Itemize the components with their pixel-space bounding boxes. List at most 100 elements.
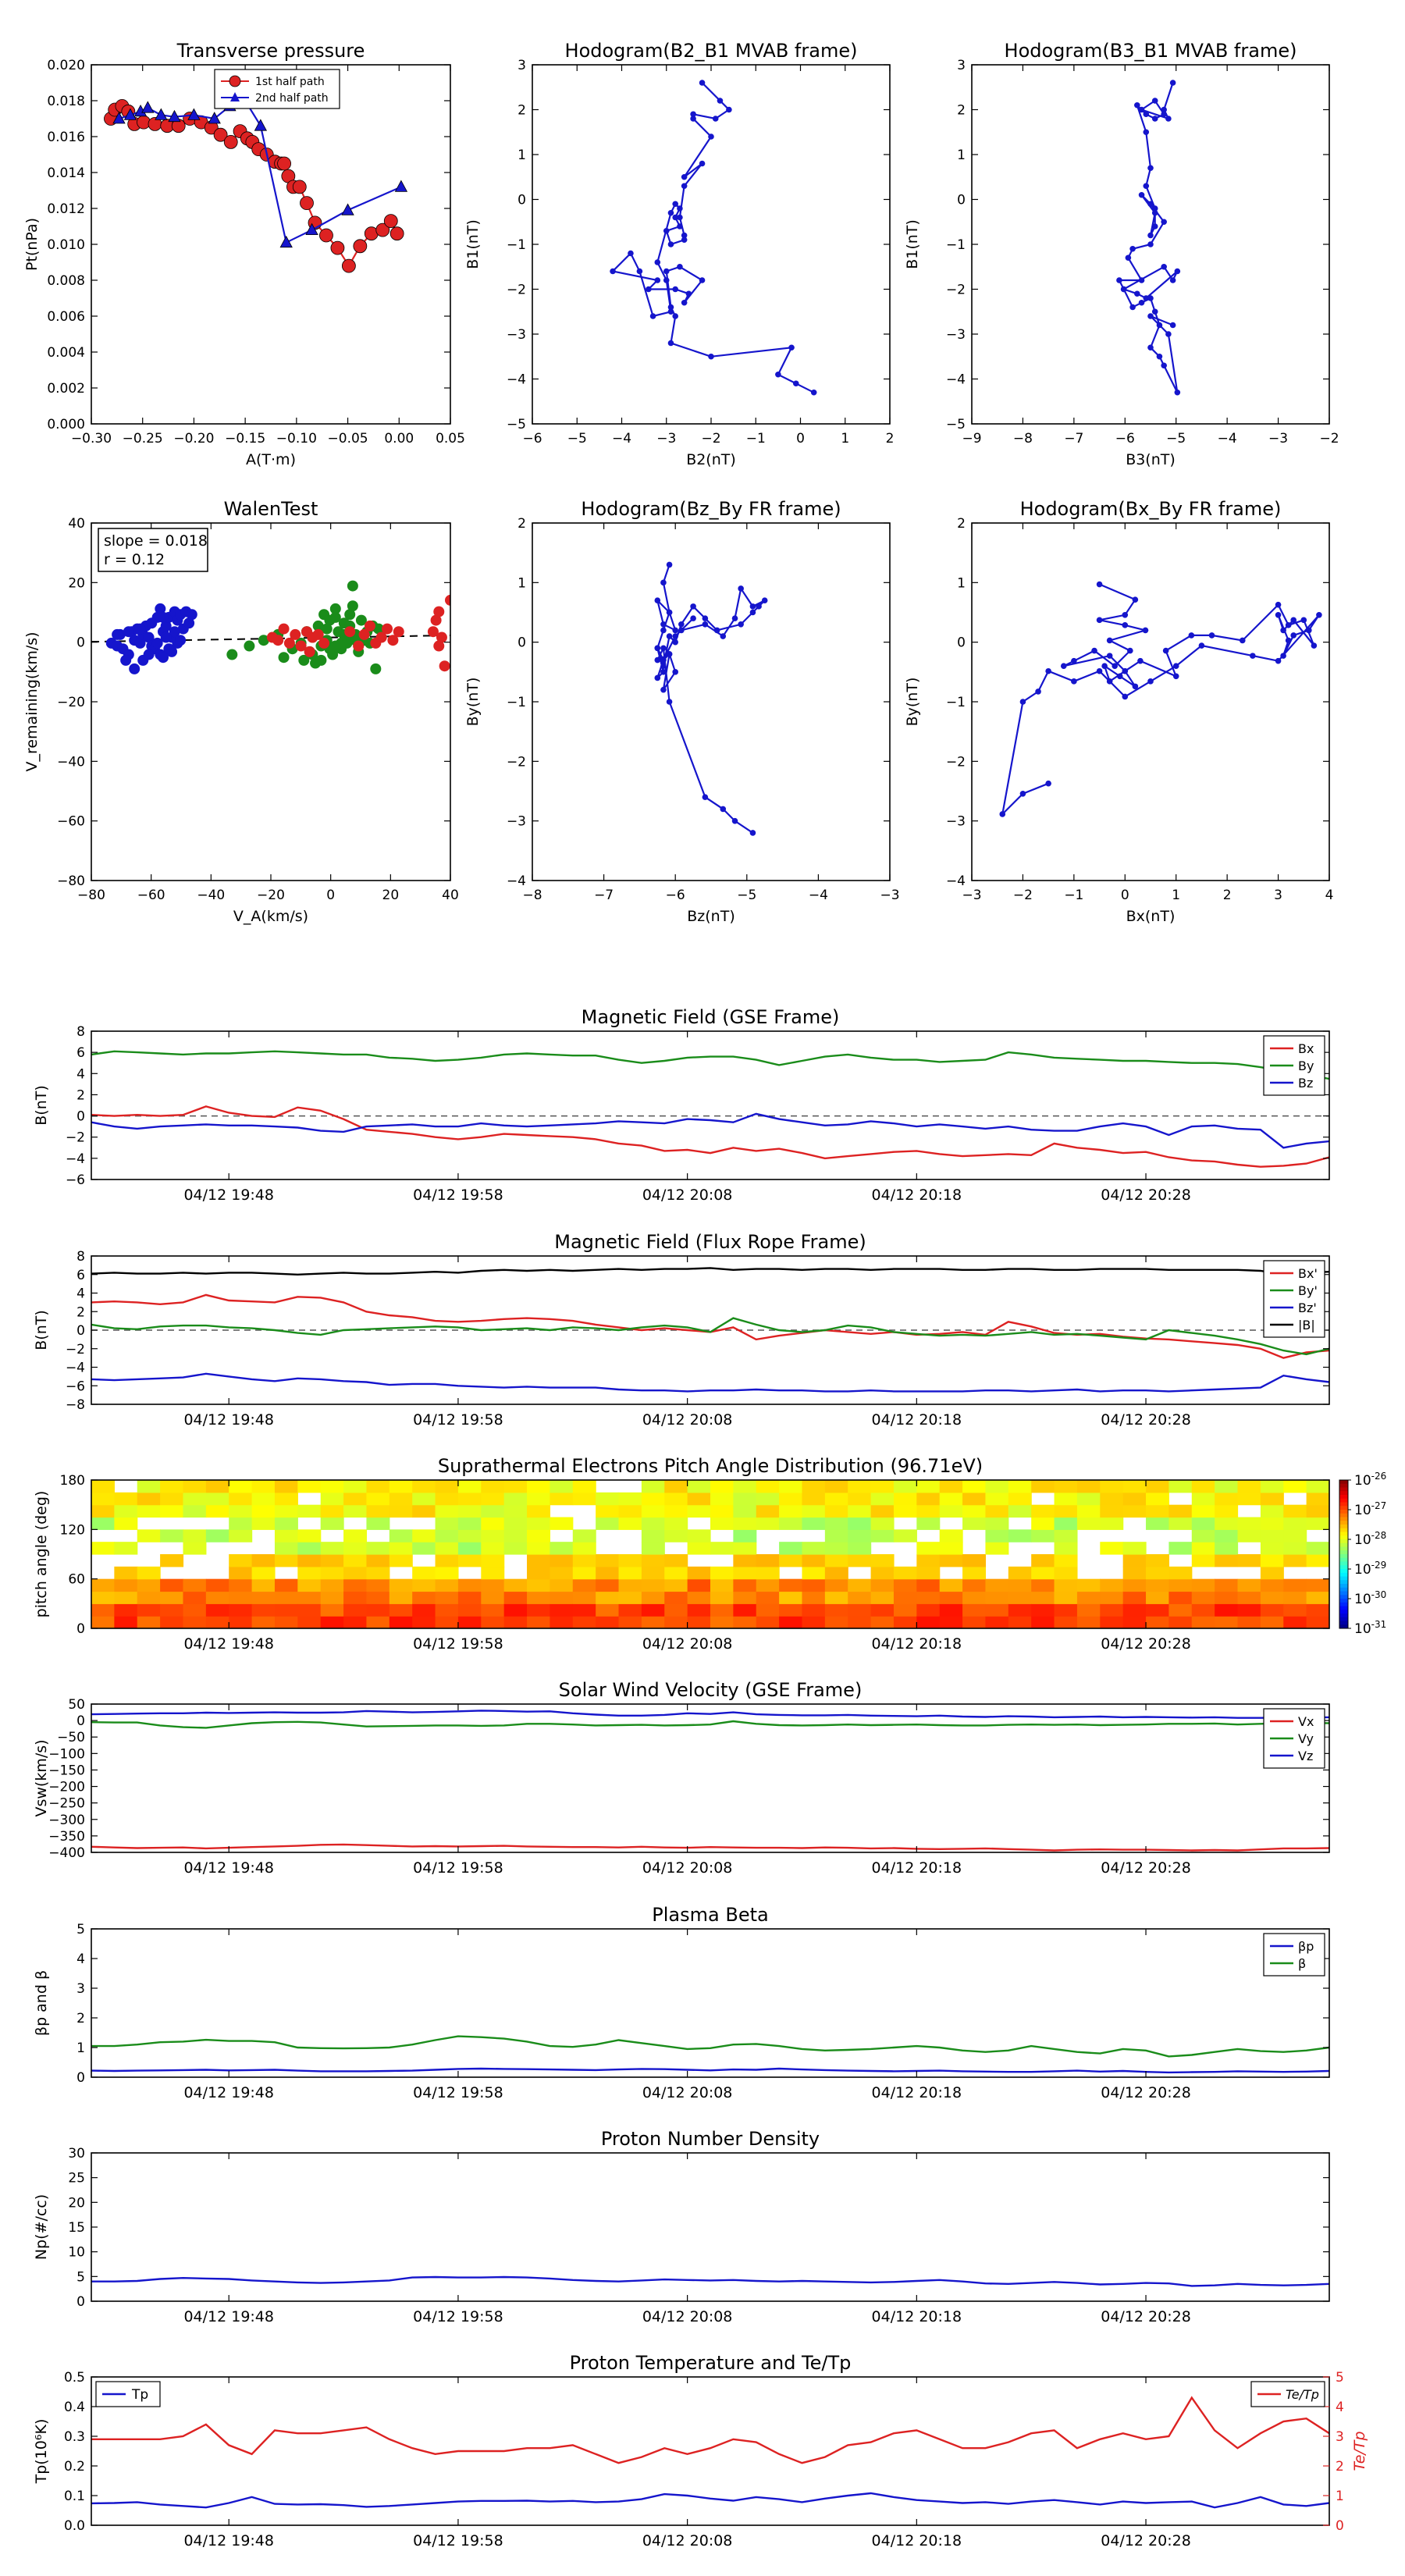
data-point bbox=[187, 108, 201, 120]
x-tick-label: 04/12 20:08 bbox=[642, 1635, 733, 1653]
y-axis-label: βp and β bbox=[33, 1970, 50, 2036]
data-point bbox=[312, 620, 324, 632]
heatmap-cell bbox=[756, 1554, 780, 1567]
x-tick-label: 20 bbox=[382, 888, 400, 903]
y-axis-label: V_remaining(km/s) bbox=[23, 632, 41, 771]
y-tick-label: −2 bbox=[507, 283, 526, 298]
y-tick-label: 0.4 bbox=[64, 2400, 85, 2415]
y-tick-label: 0 bbox=[957, 193, 966, 208]
heatmap-cell bbox=[205, 1616, 229, 1628]
y-tick-label: 0.2 bbox=[64, 2459, 85, 2475]
data-point bbox=[1250, 653, 1256, 659]
heatmap-cell bbox=[91, 1578, 115, 1592]
heatmap-cell bbox=[1168, 1603, 1193, 1617]
data-point bbox=[1290, 632, 1297, 639]
heatmap-cell bbox=[641, 1566, 665, 1580]
data-point bbox=[636, 268, 643, 275]
series-line-|B| bbox=[91, 1267, 1329, 1276]
x-axis-label: B3(nT) bbox=[1126, 451, 1176, 468]
panel-h4 bbox=[971, 522, 1330, 881]
heatmap-cell bbox=[572, 1578, 596, 1592]
data-point bbox=[278, 652, 290, 664]
heatmap-cell bbox=[985, 1616, 1009, 1628]
y-tick-label: −4 bbox=[946, 873, 966, 889]
data-point bbox=[329, 611, 341, 623]
x-tick-label: 04/12 20:28 bbox=[1101, 1187, 1191, 1204]
colorbar-segment bbox=[1339, 1480, 1348, 1485]
x-tick-label: 04/12 20:28 bbox=[1101, 2308, 1191, 2325]
y-axis-label: Vsw(km/s) bbox=[33, 1739, 50, 1816]
data-point bbox=[1122, 693, 1129, 700]
data-point bbox=[677, 223, 683, 229]
plot-area bbox=[532, 523, 890, 881]
x-tick-label: 04/12 20:18 bbox=[872, 2084, 962, 2101]
data-point bbox=[383, 214, 398, 229]
heatmap-cell bbox=[114, 1591, 138, 1604]
heatmap-cell bbox=[320, 1554, 344, 1567]
y-tick-label: −1 bbox=[507, 695, 526, 710]
data-point bbox=[321, 623, 333, 635]
heatmap-cell bbox=[1168, 1591, 1193, 1604]
x-tick-label: −5 bbox=[737, 888, 756, 903]
x-tick-label: 04/12 20:08 bbox=[642, 2532, 733, 2549]
heatmap-cell bbox=[205, 1578, 229, 1592]
heatmap-cell bbox=[343, 1616, 368, 1628]
panel-tp bbox=[91, 64, 451, 425]
data-point bbox=[1169, 80, 1176, 86]
heatmap-cell bbox=[137, 1566, 161, 1580]
heatmap-cell bbox=[503, 1616, 528, 1628]
data-point bbox=[155, 108, 168, 120]
heatmap-cell bbox=[710, 1504, 734, 1518]
heatmap-cell bbox=[939, 1616, 963, 1628]
heatmap-cell bbox=[1306, 1517, 1329, 1530]
heatmap-cell bbox=[1146, 1480, 1170, 1493]
data-point bbox=[660, 627, 667, 634]
data-point bbox=[208, 112, 221, 124]
heatmap-cell bbox=[389, 1578, 413, 1592]
data-point bbox=[175, 635, 187, 646]
heatmap-cell bbox=[1260, 1504, 1284, 1518]
heatmap-cell bbox=[1260, 1591, 1284, 1604]
heatmap-cell bbox=[1146, 1566, 1170, 1580]
x-tick-label: 04/12 20:28 bbox=[1101, 1859, 1191, 1877]
y-right-tick-label: 4 bbox=[1336, 2400, 1344, 2415]
plot-area bbox=[532, 65, 890, 424]
y-tick-label: 0.018 bbox=[47, 94, 85, 109]
data-point bbox=[439, 660, 450, 672]
y-tick-label: −400 bbox=[48, 1845, 85, 1861]
data-point bbox=[660, 669, 667, 675]
y-right-tick-label: 1 bbox=[1336, 2489, 1344, 2504]
heatmap-cell bbox=[1146, 1616, 1170, 1628]
heatmap-cell bbox=[457, 1603, 482, 1617]
heatmap-cell bbox=[91, 1542, 115, 1555]
panel-title: WalenTest bbox=[224, 498, 318, 520]
heatmap-cell bbox=[985, 1480, 1009, 1493]
y-tick-label: 25 bbox=[68, 2171, 85, 2186]
heatmap-cell bbox=[916, 1603, 941, 1617]
colorbar-segment bbox=[1339, 1591, 1348, 1596]
data-point bbox=[646, 286, 652, 293]
data-point bbox=[1134, 290, 1140, 297]
heatmap-cell bbox=[160, 1603, 184, 1617]
heatmap-cell bbox=[137, 1492, 161, 1506]
panel-h1 bbox=[532, 64, 891, 425]
heatmap-cell bbox=[435, 1566, 459, 1580]
data-point bbox=[1106, 653, 1113, 659]
heatmap-cell bbox=[343, 1492, 368, 1506]
panel-h3 bbox=[532, 522, 891, 881]
data-point bbox=[353, 239, 368, 254]
heatmap-cell bbox=[481, 1578, 505, 1592]
heatmap-cell bbox=[229, 1554, 253, 1567]
heatmap-cell bbox=[664, 1504, 688, 1518]
heatmap-cell bbox=[550, 1480, 574, 1493]
y-tick-label: −5 bbox=[507, 417, 526, 432]
y-tick-label: −2 bbox=[66, 1342, 85, 1357]
data-point bbox=[347, 600, 358, 612]
heatmap-cell bbox=[229, 1529, 253, 1542]
heatmap-cell bbox=[664, 1591, 688, 1604]
data-point bbox=[681, 237, 688, 244]
x-tick-label: −6 bbox=[522, 431, 542, 447]
y-tick-label: −2 bbox=[946, 283, 966, 298]
data-point bbox=[1132, 683, 1139, 690]
